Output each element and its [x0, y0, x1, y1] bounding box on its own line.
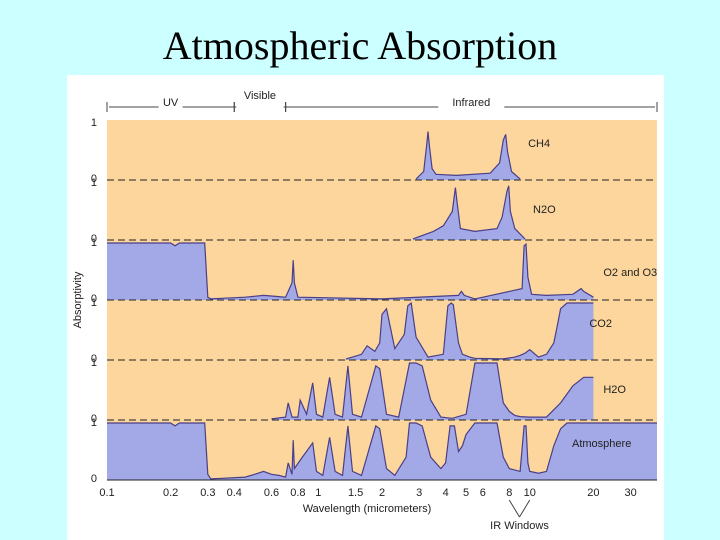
slide-title: Atmospheric Absorption [162, 23, 558, 68]
series-label-o2-and-o3: O2 and O3 [603, 267, 657, 279]
absorption-chart: UV Visible Infrared CH4 N2O O2 and O3 CO2 H2O A… [72, 90, 658, 532]
series-label-h2o: H2O [603, 384, 626, 396]
x-tick-label: 0.4 [227, 487, 242, 499]
y-tick-one: 1 [91, 237, 97, 249]
y-tick-zero: 0 [91, 293, 97, 305]
x-tick-label: 20 [587, 487, 599, 499]
ir-windows-annotation: IR Windows [490, 499, 549, 532]
x-tick-label: 10 [524, 487, 536, 499]
x-tick-label: 0.3 [200, 487, 215, 499]
series-line-atmosphere [107, 422, 657, 480]
x-tick-label: 1 [315, 487, 321, 499]
series-area-co2 [345, 303, 594, 360]
x-tick-label: 8 [506, 487, 512, 499]
y-tick-zero: 0 [91, 413, 97, 425]
series-label-n2o: N2O [533, 204, 556, 216]
series-area-h2o [271, 363, 594, 420]
region-label-infrared: Infrared [452, 97, 490, 109]
x-tick-label: 0.2 [163, 487, 178, 499]
series-panels: CH4 N2O O2 and O3 CO2 H2O Atmosphere [107, 131, 657, 481]
series-line-co2 [345, 301, 594, 360]
x-tick-label: 3 [416, 487, 422, 499]
x-tick-labels: 0.1 0.2 0.3 0.4 0.6 0.8 1 1.5 2 3 4 5 6 8 10 20 30 [99, 487, 636, 499]
y-axis-label: Absorptivity [72, 271, 84, 328]
y-tick-one: 1 [91, 417, 97, 429]
series-area-atmosphere [107, 423, 657, 480]
annotation-label: IR Windows [490, 520, 549, 532]
absorption-figure: UV Visible Infrared CH4 N2O O2 and O3 CO2 H2O A… [67, 75, 664, 540]
y-tick-one: 1 [91, 117, 97, 129]
x-tick-label: 5 [463, 487, 469, 499]
y-tick-one: 1 [91, 177, 97, 189]
x-axis-label: Wavelength (micrometers) [303, 503, 432, 515]
y-tick-zero: 0 [91, 173, 97, 185]
x-tick-label: 6 [480, 487, 486, 499]
x-tick-label: 0.6 [264, 487, 279, 499]
series-line-h2o [271, 362, 594, 420]
region-label-visible: Visible [244, 90, 276, 102]
region-label-uv: UV [163, 97, 179, 109]
series-area-n2o [412, 185, 525, 240]
series-line-o2-and-o3 [107, 242, 594, 300]
series-line-n2o [412, 185, 526, 240]
y-tick-one: 1 [91, 357, 97, 369]
region-bar: UV Visible Infrared [106, 90, 658, 112]
y-tick-zero: 0 [91, 473, 97, 485]
series-area-ch4 [416, 131, 521, 180]
series-label-atmosphere: Atmosphere [572, 438, 631, 450]
x-tick-label: 2 [379, 487, 385, 499]
y-tick-zero: 0 [91, 233, 97, 245]
series-label-co2: CO2 [589, 318, 612, 330]
annotation-pointer [519, 499, 531, 518]
y-tick-one: 1 [91, 297, 97, 309]
series-line-ch4 [415, 131, 521, 180]
annotation-pointer [508, 499, 520, 518]
series-area-o2-and-o3 [107, 243, 594, 300]
x-tick-label: 1.5 [348, 487, 363, 499]
x-tick-label: 0.8 [290, 487, 305, 499]
y-tick-zero: 0 [91, 353, 97, 365]
x-tick-label: 4 [443, 487, 449, 499]
x-tick-label: 30 [624, 487, 636, 499]
x-tick-label: 0.1 [99, 487, 114, 499]
series-label-ch4: CH4 [528, 138, 550, 150]
